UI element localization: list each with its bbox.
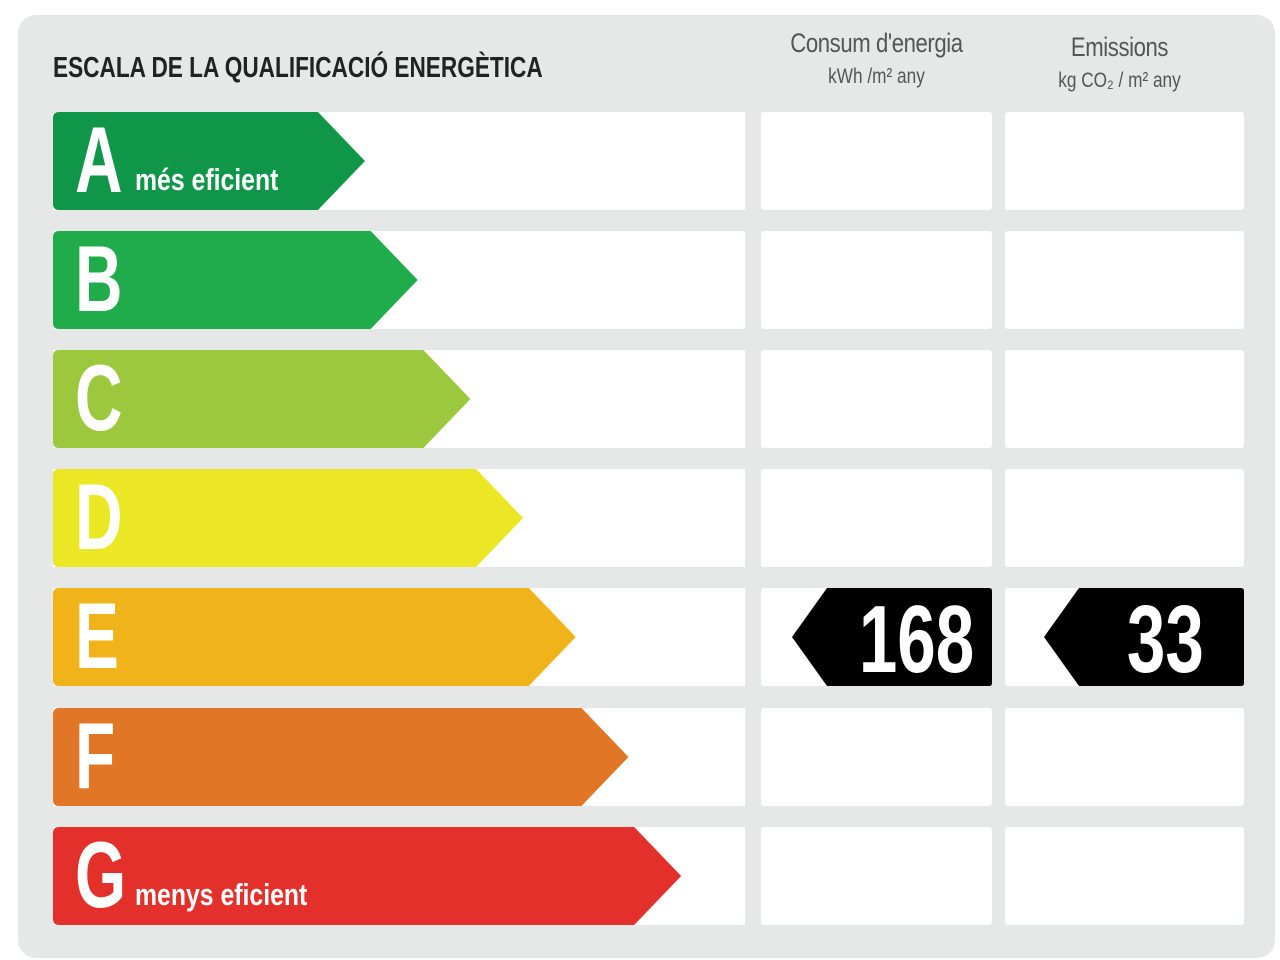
rating-arrow-g bbox=[53, 827, 682, 925]
energy-cell bbox=[761, 708, 992, 806]
rating-row-c: C bbox=[0, 345, 1280, 450]
emissions-column-unit: kg CO₂ / m² any bbox=[1058, 69, 1181, 92]
rating-arrow-e bbox=[53, 588, 576, 686]
rating-caption: menys eficient bbox=[135, 877, 308, 912]
energy-cell bbox=[761, 231, 992, 329]
energy-cell bbox=[761, 112, 992, 210]
rating-row-e: E 168 33 bbox=[0, 583, 1280, 693]
emissions-value: 33 bbox=[1127, 586, 1204, 693]
rating-row-d: D bbox=[0, 464, 1280, 569]
energy-column-header: Consum d'energia kWh /m² any bbox=[761, 28, 992, 89]
emissions-cell bbox=[1005, 827, 1244, 925]
label-title: ESCALA DE LA QUALIFICACIÓ ENERGÈTICA bbox=[53, 52, 543, 84]
rating-arrow-d bbox=[53, 469, 524, 567]
energy-cell bbox=[761, 827, 992, 925]
rating-arrow-a bbox=[53, 112, 365, 210]
rating-caption: més eficient bbox=[135, 162, 279, 197]
emissions-value-marker: 33 bbox=[1044, 586, 1244, 693]
rating-letter: G bbox=[75, 822, 127, 927]
emissions-column-header: Emissions kg CO₂ / m² any bbox=[1005, 32, 1234, 93]
rating-row-f: F bbox=[0, 703, 1280, 808]
emissions-cell bbox=[1005, 112, 1244, 210]
energy-cell bbox=[761, 469, 992, 567]
rating-arrow-f bbox=[53, 708, 629, 806]
emissions-column-label: Emissions bbox=[1070, 32, 1169, 62]
rating-letter: F bbox=[75, 703, 116, 808]
rating-letter: A bbox=[75, 107, 123, 212]
emissions-cell bbox=[1005, 708, 1244, 806]
energy-column-label: Consum d'energia bbox=[790, 28, 963, 58]
rating-letter: C bbox=[75, 345, 123, 450]
rating-letter: B bbox=[75, 226, 123, 331]
emissions-cell bbox=[1005, 350, 1244, 448]
energy-value-marker: 168 bbox=[792, 586, 992, 693]
emissions-cell bbox=[1005, 469, 1244, 567]
energy-column-unit: kWh /m² any bbox=[828, 65, 925, 88]
rating-arrow-b bbox=[53, 231, 418, 329]
rating-arrow-c bbox=[53, 350, 471, 448]
energy-cell bbox=[761, 350, 992, 448]
rating-row-b: B bbox=[0, 226, 1280, 331]
emissions-cell bbox=[1005, 231, 1244, 329]
rating-letter: D bbox=[75, 464, 123, 569]
energy-value: 168 bbox=[858, 586, 974, 693]
rating-letter: E bbox=[75, 583, 119, 688]
